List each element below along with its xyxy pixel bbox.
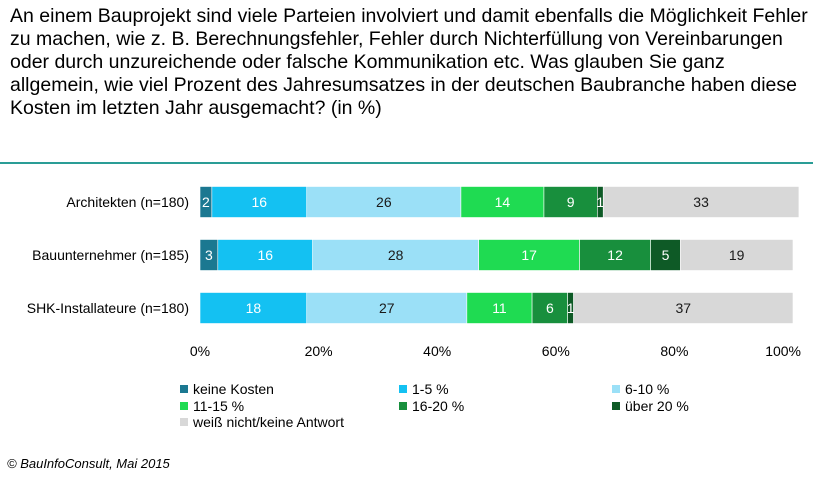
legend-swatch [612,385,620,393]
legend-label: 1-5 % [412,381,449,397]
x-tick-label: 20% [305,343,333,359]
bar-segment [531,292,568,324]
x-tick-label: 80% [660,343,688,359]
bar-segment [478,239,580,271]
data-label: 1 [596,194,604,210]
bar-segment [199,292,308,324]
bar-segment [460,186,545,218]
data-label: 1 [567,300,575,316]
legend-swatch [399,385,407,393]
legend-label: 11-15 % [193,397,245,414]
legend-swatch [180,385,188,393]
data-label: 5 [662,247,670,263]
legend-label: 6-10 % [625,381,670,397]
x-tick-label: 100% [765,343,801,359]
title-divider [0,162,813,164]
source-note: © BauInfoConsult, Mai 2015 [7,456,170,471]
bar-segment [543,186,598,218]
data-label: 28 [388,247,404,263]
category-label: SHK-Installateure (n=180) [27,300,189,316]
bar-segment [602,186,800,218]
x-tick-label: 0% [190,343,210,359]
data-label: 14 [495,194,511,210]
legend-item: 6-10 % [612,381,669,397]
legend-item: keine Kosten [180,381,274,397]
data-label: 9 [567,194,575,210]
data-label: 19 [729,247,745,263]
legend-item: 11-15 % [180,398,244,414]
bar-segment [650,239,681,271]
bar-segment [217,239,313,271]
data-label: 3 [205,247,213,263]
legend-label: weiß nicht/keine Antwort [193,414,344,430]
legend-swatch [399,401,407,410]
data-label: 17 [521,247,537,263]
data-label: 16 [257,247,273,263]
category-label: Bauunternehmer (n=185) [32,247,189,263]
legend-swatch [180,418,188,426]
x-tick-label: 60% [542,343,570,359]
data-label: 33 [693,194,709,210]
x-tick-label: 40% [423,343,451,359]
bar-segment [466,292,533,324]
data-label: 16 [252,194,268,210]
legend-item: 16-20 % [399,398,464,414]
stacked-bar-chart: Architekten (n=180) 2 16 26 14 9 1 33Bauunterne… [27,186,801,359]
data-label: 18 [246,300,262,316]
legend-item: 1-5 % [399,381,449,397]
data-label: 11 [492,300,507,316]
data-label: 12 [607,247,623,263]
bar-segment [573,292,794,324]
legend-item: weiß nicht/keine Antwort [180,414,344,430]
data-label: 37 [676,300,692,316]
bar-segment [579,239,651,271]
legend-item: über 20 % [612,398,689,414]
legend-label: über 20 % [625,397,689,414]
legend-label: keine Kosten [193,381,274,397]
bar-segment [680,239,794,271]
legend-label: 16-20 % [412,397,465,414]
legend-swatch [180,401,188,410]
data-label: 26 [376,194,392,210]
data-label: 27 [379,300,395,316]
legend-swatch [612,401,620,410]
bar-segment [306,292,468,324]
page-title: An einem Bauprojekt sind viele Parteien … [10,5,808,119]
category-label: Architekten (n=180) [66,194,189,210]
data-label: 2 [202,194,210,210]
data-label: 6 [546,300,554,316]
